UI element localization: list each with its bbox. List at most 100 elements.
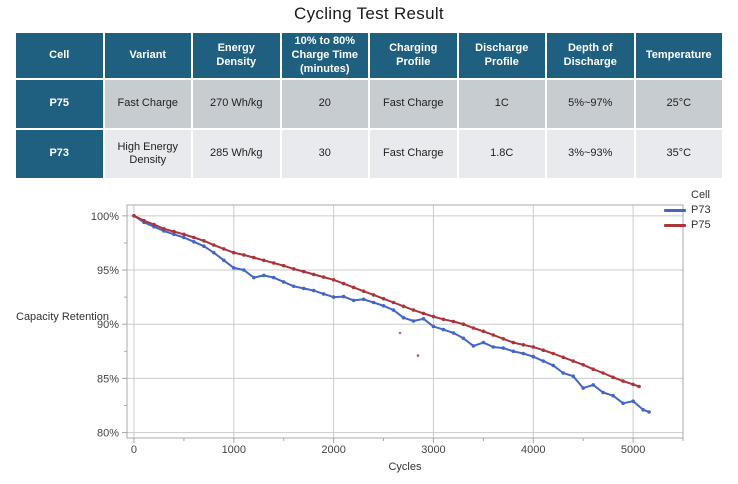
series-marker-p73 — [242, 268, 246, 272]
series-marker-p73 — [182, 235, 186, 240]
series-marker-p75 — [152, 222, 156, 227]
series-marker-p75 — [511, 340, 516, 345]
chart-legend: Cell P73 P75 — [664, 189, 711, 231]
series-marker-p73 — [611, 393, 615, 398]
table-header-cell: Temperature — [635, 33, 722, 79]
series-marker-p73 — [331, 295, 336, 299]
series-marker-p73 — [621, 401, 625, 406]
legend-label: P75 — [691, 219, 711, 231]
series-marker-p73 — [361, 297, 366, 302]
series-marker-p75 — [401, 304, 406, 309]
series-marker-p73 — [262, 273, 266, 278]
series-marker-p73 — [212, 250, 216, 255]
legend-label: P73 — [691, 204, 711, 216]
series-marker-p75 — [631, 382, 635, 387]
series-marker-p73 — [531, 354, 536, 359]
series-marker-p75 — [351, 285, 356, 290]
series-marker-p73 — [571, 374, 575, 378]
table-header-cell: Cell — [16, 33, 103, 79]
y-tick-label: 100% — [91, 211, 119, 223]
series-marker-p73 — [431, 324, 436, 329]
y-tick-label: 85% — [97, 373, 119, 385]
series-marker-p75 — [637, 384, 641, 389]
series-marker-p75 — [411, 308, 416, 312]
series-marker-p75 — [222, 247, 226, 251]
series-marker-p73 — [252, 275, 256, 280]
series-marker-p73 — [451, 331, 456, 335]
outlier-point — [416, 354, 420, 357]
series-marker-p75 — [371, 293, 376, 297]
series-marker-p75 — [212, 243, 216, 247]
legend-entry-p75: P75 — [664, 219, 711, 231]
series-marker-p75 — [142, 218, 146, 223]
series-marker-p73 — [311, 288, 316, 293]
series-marker-p73 — [222, 258, 226, 263]
series-marker-p73 — [441, 327, 446, 332]
row-label: P75 — [16, 80, 103, 129]
legend-swatch — [664, 208, 686, 212]
table-cell: 3%~93% — [547, 130, 634, 179]
series-marker-p75 — [521, 343, 526, 347]
series-marker-p75 — [491, 333, 496, 337]
series-marker-p75 — [192, 235, 196, 240]
x-tick-label: 3000 — [421, 444, 445, 456]
series-marker-p75 — [172, 229, 176, 234]
legend-title: Cell — [691, 189, 710, 201]
series-marker-p75 — [132, 214, 136, 218]
series-marker-p75 — [551, 351, 555, 356]
series-marker-p73 — [647, 410, 651, 414]
table-header: Cell Variant Energy Density 10% to 80% Char… — [16, 33, 722, 79]
table-cell: 1C — [458, 80, 545, 129]
table-row: P73 High Energy Density 285 Wh/kg 30 Fast Ch… — [16, 130, 722, 179]
series-marker-p75 — [391, 300, 396, 305]
series-marker-p73 — [461, 336, 466, 341]
series-marker-p73 — [301, 286, 306, 291]
table-header-cell: Depth of Discharge — [547, 33, 634, 79]
cycle-chart: 0 1000 2000 3000 4000 5000 80% 85% 90% 95% 100% — [91, 204, 684, 456]
series-marker-p73 — [172, 232, 176, 237]
series-marker-p75 — [182, 232, 186, 237]
series-marker-p73 — [511, 349, 516, 354]
series-marker-p73 — [491, 345, 496, 349]
table-header-cell: Variant — [104, 33, 191, 79]
series-marker-p75 — [262, 258, 266, 263]
y-tick-label: 90% — [97, 319, 119, 331]
y-axis-label: Capacity Retention — [16, 311, 109, 323]
series-marker-p73 — [591, 383, 595, 387]
table-cell: 270 Wh/kg — [193, 80, 280, 129]
table-header-cell: 10% to 80% Charge Time (minutes) — [281, 33, 368, 79]
series-marker-p75 — [601, 371, 605, 375]
series-marker-p73 — [371, 300, 376, 305]
series-marker-p75 — [162, 227, 166, 231]
series-marker-p75 — [501, 337, 506, 341]
series-marker-p73 — [341, 294, 346, 299]
table-header-cell: Charging Profile — [370, 33, 457, 79]
series-marker-p75 — [311, 272, 316, 277]
series-marker-p75 — [202, 239, 206, 243]
series-marker-p75 — [571, 359, 575, 363]
series-marker-p75 — [541, 348, 546, 352]
x-axis-label: Cycles — [388, 461, 422, 473]
y-tick-label: 95% — [97, 265, 119, 277]
series-marker-p75 — [291, 267, 296, 271]
series-marker-p75 — [301, 269, 306, 274]
table-body: P75 Fast Charge 270 Wh/kg 20 Fast Charge 1C 5%… — [16, 80, 722, 179]
series-marker-p75 — [361, 289, 366, 293]
series-line-p73 — [133, 214, 650, 413]
series-marker-p73 — [601, 390, 605, 395]
table-cell: 25°C — [635, 80, 722, 129]
outlier-point — [398, 331, 402, 335]
table-cell: 5%~97% — [547, 80, 634, 129]
series-marker-p73 — [631, 399, 635, 403]
series-marker-p73 — [421, 317, 426, 321]
series-marker-p75 — [421, 311, 426, 316]
table-cell: Fast Charge — [370, 130, 457, 179]
series-marker-p73 — [471, 344, 476, 348]
x-tick-label: 1000 — [222, 444, 246, 456]
table-cell: 1.8C — [458, 130, 545, 179]
series-marker-p75 — [242, 253, 246, 257]
table-cell: 20 — [281, 80, 368, 129]
y-tick-label: 80% — [97, 428, 119, 440]
series-marker-p73 — [581, 386, 585, 390]
series-marker-p73 — [501, 346, 506, 350]
